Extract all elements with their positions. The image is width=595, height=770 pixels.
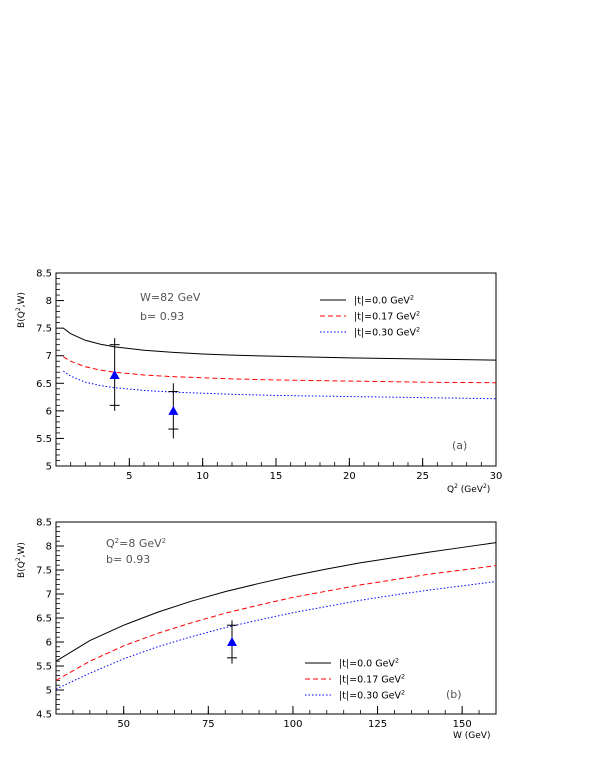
panel-a-series-line-2 (63, 370, 497, 400)
panel-a-legend: |t|=0.0 GeV2 |t|=0.17 GeV2 |t|=0.30 GeV2 (320, 294, 420, 339)
panel-a-ytick-label: 6.5 (36, 379, 52, 390)
panel-a-ylabel: B(Q2,W) (15, 292, 27, 328)
panel-b-series-line-1 (55, 565, 497, 681)
panel-b-series-line-0 (55, 542, 497, 662)
panel-a-ytick-label: 7.5 (36, 324, 52, 335)
panel-a-data-point-0 (109, 370, 120, 380)
panel-b-ytick-label: 7 (46, 590, 52, 601)
panel-b-legend-label-0: |t|=0.0 GeV2 (339, 657, 399, 670)
panel-b-xtick-label: 100 (283, 719, 302, 730)
panel-a-ytick-label: 8.5 (36, 269, 52, 280)
panel-b-ytick-label: 5 (46, 686, 52, 697)
panel-a-ytick-label: 7 (46, 351, 52, 362)
panel-a-plot-area: 5 5.5 6 6.5 7 7.5 8 8.5 5 10 15 20 25 30 (36, 269, 502, 483)
panel-a-xtick-label: 30 (490, 471, 503, 482)
panel-a-ytick-label: 6 (46, 406, 52, 417)
panel-a-legend-label-0: |t|=0.0 GeV2 (354, 294, 414, 307)
panel-b-ytick-label: 4.5 (36, 710, 52, 721)
panel-b-legend: |t|=0.0 GeV2 |t|=0.17 GeV2 |t|=0.30 GeV2 (305, 657, 405, 702)
panel-b-annotation-q: Q2=8 GeV2 (106, 537, 166, 550)
panel-b-plot-area: 4.5 5 5.5 6 6.5 7 7.5 8 8.5 50 75 100 125 150 (36, 518, 497, 730)
panel-b-xtick-label: 50 (117, 719, 130, 730)
panel-a-annotation-w: W=82 GeV (140, 291, 201, 304)
panel-a-legend-label-2: |t|=0.30 GeV2 (354, 326, 420, 339)
panel-b-legend-label-1: |t|=0.17 GeV2 (339, 673, 405, 686)
panel-a-xtick-label: 15 (270, 471, 283, 482)
panel-a-data-point-1 (168, 405, 179, 415)
panel-a-xtick-label: 25 (416, 471, 429, 482)
panel-b-label: (b) (446, 688, 462, 701)
panel-b: 4.5 5 5.5 6 6.5 7 7.5 8 8.5 50 75 100 125 150 B(Q2,W)… (15, 518, 497, 741)
panel-a-xtick-label: 20 (343, 471, 356, 482)
panel-a-annotation-b: b= 0.93 (140, 310, 184, 323)
panel-a-xtick-label: 10 (196, 471, 209, 482)
panel-b-ytick-label: 6 (46, 638, 52, 649)
panel-a-ytick-label: 5 (46, 462, 52, 473)
panel-b-xtick-label: 125 (368, 719, 387, 730)
panel-a-series-line-0 (63, 327, 497, 361)
panel-b-ylabel: B(Q2,W) (15, 542, 27, 578)
panel-a-series-line-1 (63, 356, 497, 384)
panel-a-legend-label-1: |t|=0.17 GeV2 (354, 310, 420, 323)
panel-b-annotation-b: b= 0.93 (106, 553, 150, 566)
panel-a-ytick-label: 8 (46, 296, 52, 307)
panel-b-xtick-label: 150 (453, 719, 472, 730)
panel-b-ytick-label: 6.5 (36, 614, 52, 625)
panel-b-ytick-label: 7.5 (36, 566, 52, 577)
panel-b-xtick-label: 75 (202, 719, 215, 730)
panel-a-xlabel: Q2 (GeV2) (447, 483, 490, 495)
panel-b-ytick-label: 8.5 (36, 518, 52, 529)
panel-b-ytick-label: 8 (46, 542, 52, 553)
panel-b-ytick-label: 5.5 (36, 662, 52, 673)
panel-b-xlabel: W (GeV) (453, 731, 490, 741)
panel-a-xtick-label: 5 (126, 471, 132, 482)
panel-a-frame (55, 272, 497, 467)
panel-a: 5 5.5 6 6.5 7 7.5 8 8.5 5 10 15 20 25 30 B(Q2,W) Q2 (… (15, 269, 502, 496)
panel-b-frame (55, 521, 497, 715)
panel-a-ytick-label: 5.5 (36, 434, 52, 445)
panel-a-label: (a) (452, 439, 467, 452)
panel-b-series-line-2 (55, 581, 497, 690)
panel-b-data-point-0 (227, 637, 237, 646)
panel-b-legend-label-2: |t|=0.30 GeV2 (339, 689, 405, 702)
